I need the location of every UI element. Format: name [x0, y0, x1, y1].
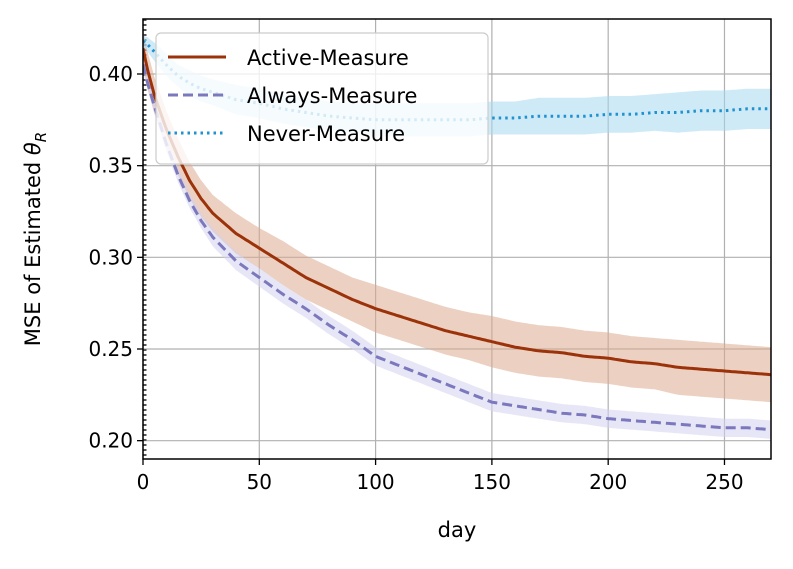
- band-active-measure: [143, 30, 771, 403]
- x-axis-ticks: 0 50 100 150 200 250: [137, 459, 744, 494]
- plot-frame: [142, 18, 772, 460]
- x-tick-label: 250: [705, 470, 743, 494]
- y-tick-label: 0.40: [88, 62, 133, 86]
- y-tick-label: 0.30: [88, 245, 133, 269]
- x-tick-label: 100: [356, 470, 394, 494]
- x-tick-label: 150: [473, 470, 511, 494]
- legend: Active-Measure Always-Measure Never-Measur…: [155, 32, 489, 165]
- x-tick-label: 200: [589, 470, 627, 494]
- y-axis-label: MSE of Estimated θR: [21, 132, 50, 346]
- legend-box: [155, 32, 489, 165]
- y-axis-label-subscript: R: [32, 132, 50, 142]
- y-axis-label-main: MSE of Estimated: [21, 155, 45, 346]
- series-line-active-measure: [143, 47, 771, 377]
- x-tick-label: 50: [247, 470, 272, 494]
- x-tick-label: 0: [137, 470, 150, 494]
- legend-label-active-measure: Active-Measure: [247, 46, 409, 70]
- y-axis-ticks: 0.20 0.25 0.30 0.35 0.40: [88, 62, 143, 453]
- y-axis-label-symbol: θ: [21, 142, 45, 155]
- series-line-always-measure: [143, 64, 771, 432]
- x-axis-label: day: [438, 518, 477, 542]
- y-tick-label: 0.35: [88, 154, 133, 178]
- y-tick-label: 0.20: [88, 429, 133, 453]
- y-tick-label: 0.25: [88, 337, 133, 361]
- legend-label-always-measure: Always-Measure: [247, 84, 417, 108]
- legend-label-never-measure: Never-Measure: [247, 122, 405, 146]
